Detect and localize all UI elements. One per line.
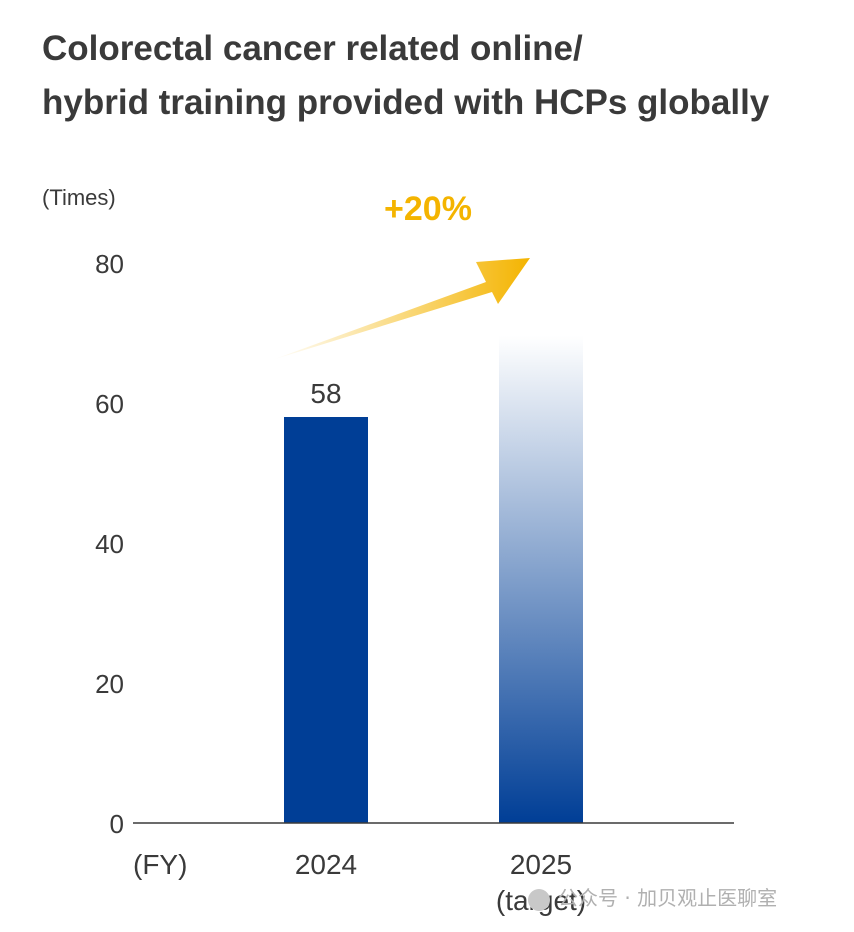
watermark-text: 公众号 · 加贝观止医聊室	[558, 886, 778, 910]
y-axis-label: (Times)	[42, 185, 116, 210]
bar-target	[499, 335, 583, 823]
y-tick-label: 0	[110, 809, 124, 839]
x-tick-label: 2024	[295, 849, 357, 880]
chart-title-line-2: hybrid training provided with HCPs globa…	[42, 83, 770, 122]
bar-actual	[284, 417, 368, 823]
y-tick-label: 40	[95, 529, 124, 559]
growth-arrow	[272, 258, 530, 360]
wechat-icon	[528, 888, 550, 911]
y-tick-label: 60	[95, 389, 124, 419]
watermark: 公众号 · 加贝观止医聊室	[528, 882, 777, 911]
y-tick-label: 80	[95, 249, 124, 279]
y-tick-label: 20	[95, 669, 124, 699]
chart-title: Colorectal cancer related online/ hybrid…	[42, 22, 769, 130]
chart-title-line-1: Colorectal cancer related online/	[42, 29, 583, 68]
x-tick-label: 2025	[510, 849, 572, 880]
growth-annotation: +20%	[384, 190, 472, 228]
data-label: 58	[310, 378, 341, 409]
x-axis-label: (FY)	[133, 849, 187, 880]
